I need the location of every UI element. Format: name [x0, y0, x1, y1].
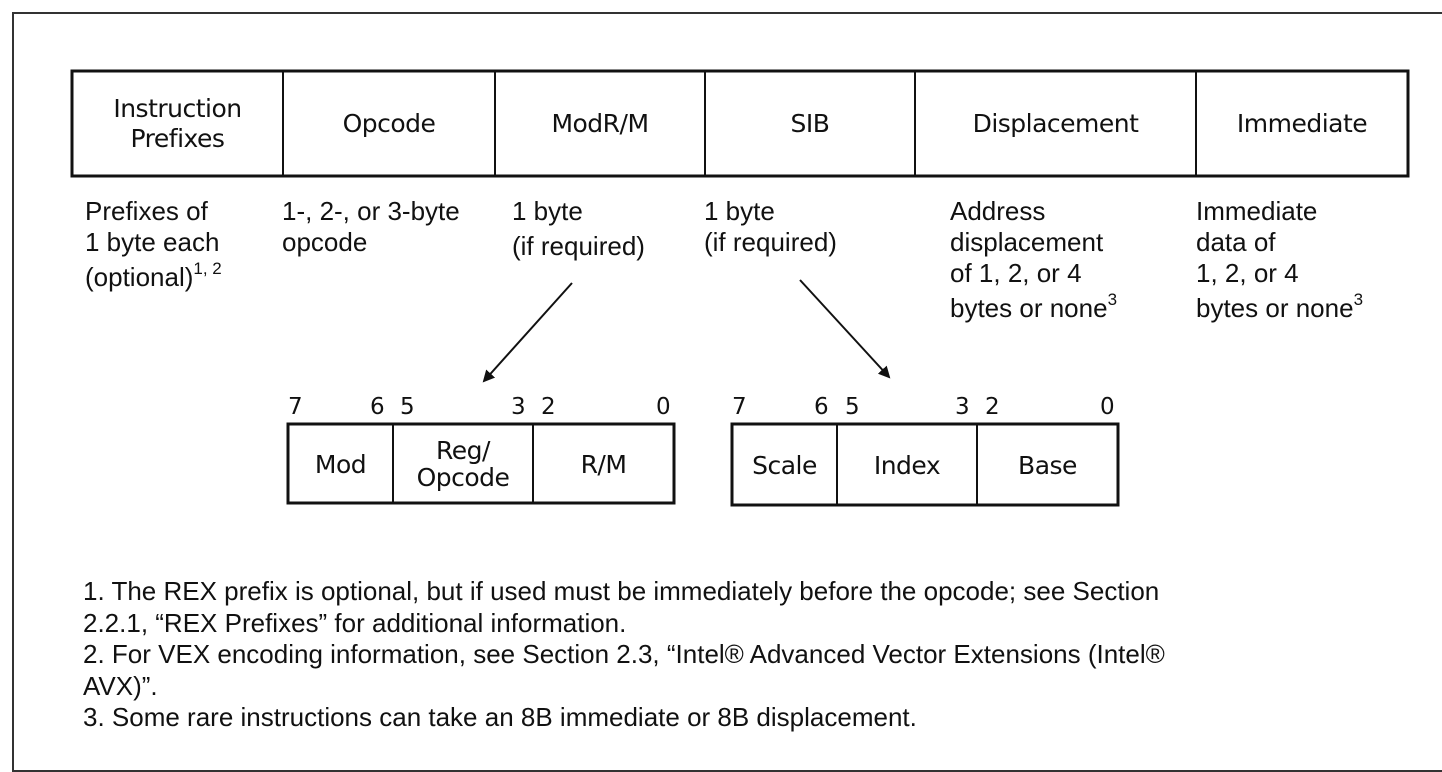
footnote-line: 3. Some rare instructions can take an 8B… [83, 702, 917, 732]
modrm-arrow [482, 282, 573, 383]
sib-bit-label: 6 [814, 394, 829, 420]
modrm-bit-label: 6 [370, 394, 385, 420]
footnote-line: AVX)”. [83, 670, 158, 701]
modrm-bit-label: 3 [511, 394, 526, 420]
format-field-sib: SIB [790, 109, 830, 138]
sib-field-index: Index [873, 450, 941, 480]
format-field-immediate: Immediate [1236, 109, 1368, 138]
modrm-bit-label: 0 [656, 394, 671, 420]
modrm-field-rm: R/M [580, 449, 627, 479]
format-field-prefixes: Instruction Prefixes [113, 94, 242, 153]
format-field-displacement: Displacement [972, 109, 1139, 138]
sib-bit-label: 5 [845, 394, 860, 420]
displacement-description: Address displacement of 1, 2, or 4 bytes… [950, 196, 1118, 323]
format-table-border [70, 69, 1410, 178]
sib-bit-label: 7 [732, 394, 747, 420]
footnotes: 1. The REX prefix is optional, but if us… [83, 576, 1413, 734]
instruction-format-table [70, 69, 1410, 507]
immediate-description: Immediate data of 1, 2, or 4 bytes or no… [1196, 196, 1364, 323]
sib-description: 1 byte (if required) [704, 196, 837, 257]
sib-field-scale: Scale [752, 450, 817, 480]
modrm-byte-box [286, 422, 676, 505]
sib-bit-label: 3 [955, 394, 970, 420]
opcode-description: 1-, 2-, or 3-byte opcode [282, 196, 460, 257]
modrm-bit-label: 5 [400, 394, 415, 420]
modrm-bit-label: 2 [541, 394, 556, 420]
sib-field-base: Base [1018, 450, 1077, 480]
sib-bit-label: 2 [985, 394, 1000, 420]
modrm-field-mod: Mod [314, 449, 367, 479]
footnote-line: 1. The REX prefix is optional, but if us… [83, 576, 1160, 606]
modrm-bit-label: 7 [288, 394, 303, 420]
modrm-description: 1 byte (if required) [512, 196, 645, 261]
sib-byte-box [730, 422, 1120, 507]
footnote-ref: 1, 2 [193, 259, 222, 279]
format-field-opcode: Opcode [342, 109, 436, 138]
footnote-line: 2.2.1, “REX Prefixes” for additional inf… [83, 607, 627, 638]
footnote-ref: 3 [1353, 290, 1364, 310]
footnote-ref: 3 [1107, 290, 1118, 310]
footnote-line: 2. For VEX encoding information, see Sec… [83, 639, 1165, 669]
format-field-modrm: ModR/M [551, 109, 649, 138]
prefixes-description: Prefixes of 1 byte each (optional)1, 2 [85, 196, 222, 292]
figure-frame [12, 12, 1442, 772]
modrm-field-reg-opcode: Reg/ Opcode [416, 436, 510, 492]
sib-bit-label: 0 [1100, 394, 1115, 420]
sib-arrow [799, 279, 891, 379]
